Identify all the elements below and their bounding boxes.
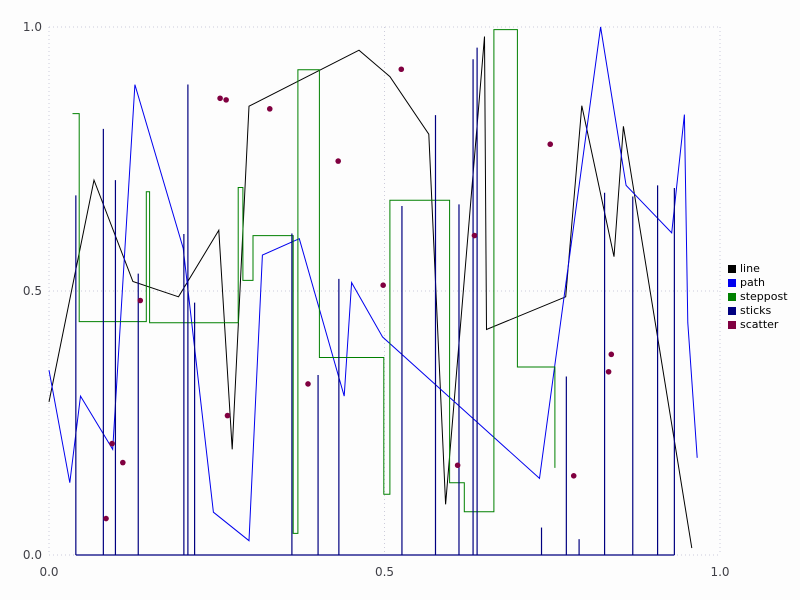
series-scatter-point	[109, 440, 115, 447]
legend-swatch-path	[728, 278, 736, 287]
series-scatter-point	[570, 473, 577, 479]
series-scatter-point	[266, 106, 273, 112]
legend-label: path	[740, 276, 766, 289]
series-line	[48, 36, 693, 549]
series-scatter-point	[335, 158, 342, 164]
series-scatter-point	[454, 462, 461, 469]
series-scatter-point	[547, 141, 554, 148]
legend-item-sticks: sticks	[728, 305, 788, 316]
series-scatter-point	[608, 351, 615, 358]
x-tick-label: 0.5	[375, 565, 394, 579]
x-tick-label: 1.0	[710, 565, 729, 579]
series-steppost	[72, 29, 556, 534]
series-scatter-point	[605, 368, 612, 375]
y-tick-label: 1.0	[23, 20, 42, 34]
series-scatter-point	[471, 232, 478, 239]
series-scatter-point	[223, 97, 229, 103]
series-scatter-point	[305, 381, 311, 387]
series-scatter-point	[137, 297, 144, 304]
series-path	[48, 26, 698, 542]
x-tick-label: 0.0	[39, 565, 58, 579]
series-scatter-point	[224, 412, 231, 419]
y-tick-label: 0.5	[23, 284, 42, 298]
series-scatter-point	[217, 95, 223, 102]
legend-item-scatter: scatter	[728, 319, 788, 330]
y-tick-label: 0.0	[23, 548, 42, 562]
legend-swatch-line	[728, 264, 736, 273]
legend-item-steppost: steppost	[728, 291, 788, 302]
legend-item-line: line	[728, 263, 788, 274]
legend-label: sticks	[740, 304, 772, 317]
series-scatter-point	[380, 282, 386, 288]
legend-swatch-sticks	[728, 306, 736, 315]
legend-label: scatter	[740, 318, 779, 331]
series-scatter-point	[103, 515, 109, 522]
legend-label: steppost	[740, 290, 788, 303]
legend-label: line	[740, 262, 760, 275]
series-scatter-point	[120, 459, 126, 466]
legend: line path steppost sticks scatter	[728, 263, 788, 330]
series-scatter-point	[398, 66, 405, 73]
legend-swatch-scatter	[728, 320, 736, 329]
legend-item-path: path	[728, 277, 788, 288]
legend-swatch-steppost	[728, 292, 736, 301]
